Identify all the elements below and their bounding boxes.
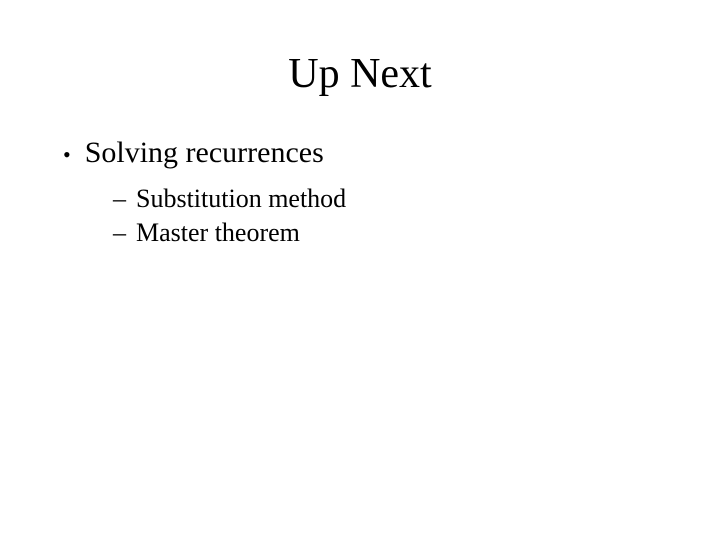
dash-symbol: – xyxy=(113,184,126,214)
sub-item-1: – Substitution method xyxy=(113,184,665,214)
dash-symbol: – xyxy=(113,218,126,248)
bullet-item-1: • Solving recurrences xyxy=(63,136,665,170)
bullet-text: Solving recurrences xyxy=(85,136,324,170)
bullet-symbol: • xyxy=(63,142,71,168)
sub-item-2: – Master theorem xyxy=(113,218,665,248)
sub-text: Master theorem xyxy=(136,218,300,248)
sub-text: Substitution method xyxy=(136,184,346,214)
slide-title: Up Next xyxy=(55,50,665,98)
slide-container: Up Next • Solving recurrences – Substitu… xyxy=(0,0,720,540)
